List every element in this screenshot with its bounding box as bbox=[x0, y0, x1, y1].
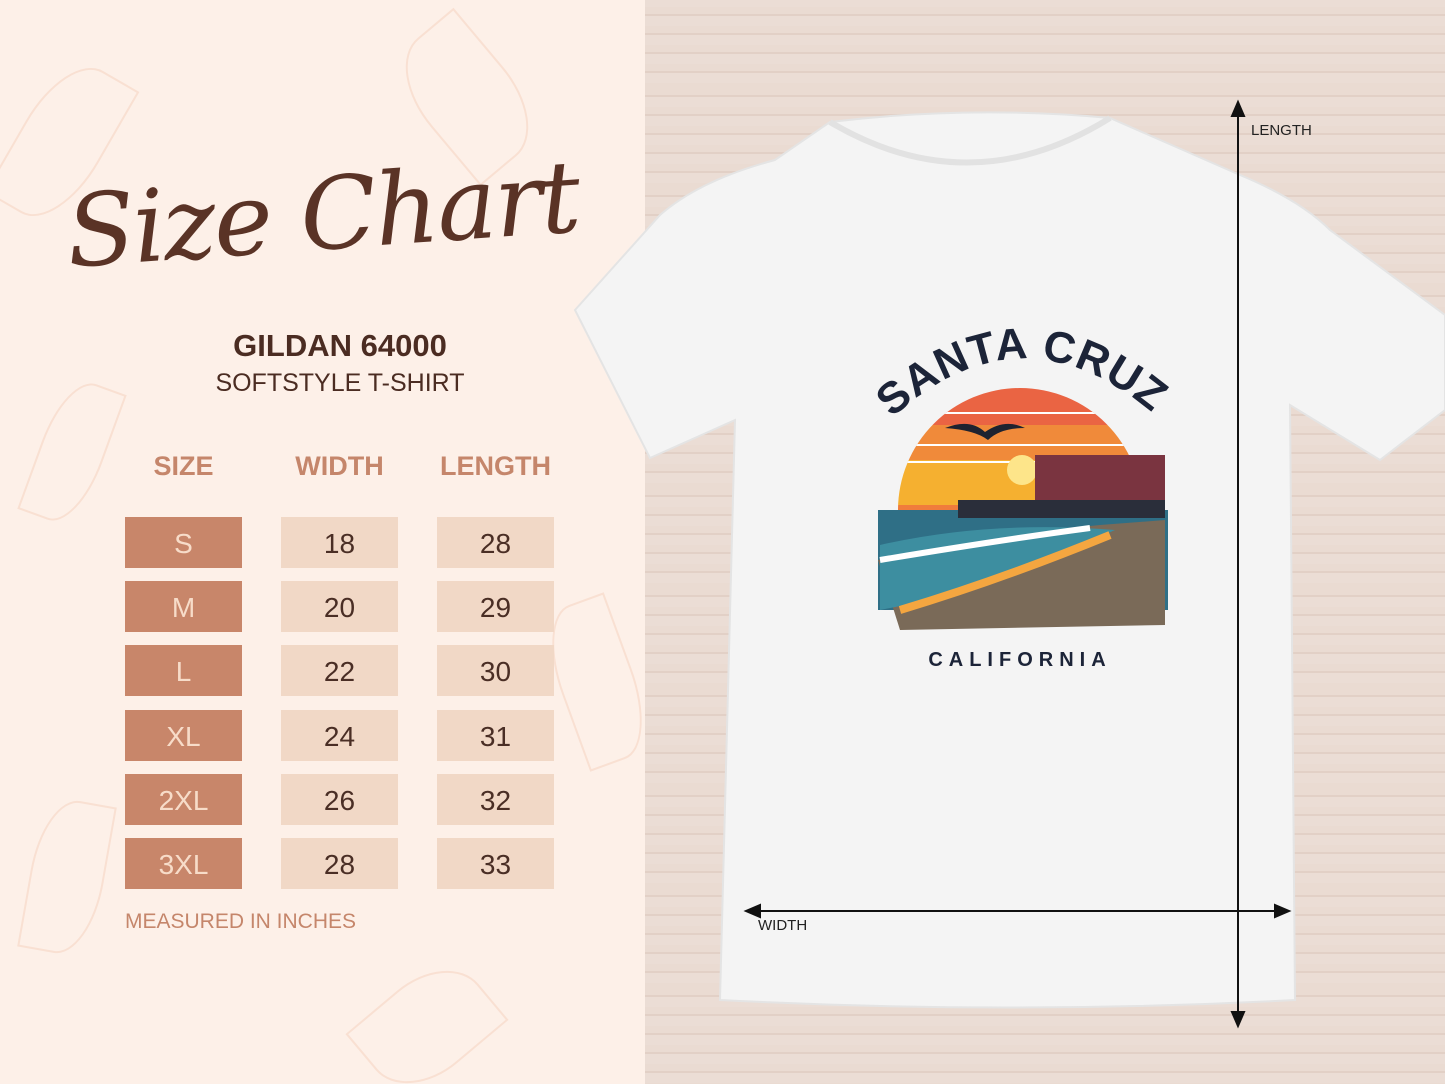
cell-width: 24 bbox=[281, 709, 398, 761]
cell-width: 28 bbox=[281, 838, 398, 889]
cell-size: S bbox=[125, 517, 242, 568]
cell-length: 31 bbox=[437, 709, 554, 761]
cell-length: 29 bbox=[437, 581, 554, 633]
length-arrow bbox=[1230, 99, 1246, 1029]
cell-width: 26 bbox=[281, 773, 398, 825]
cell-size: L bbox=[125, 645, 242, 697]
width-arrow bbox=[743, 903, 1292, 919]
length-label: LENGTH bbox=[1251, 122, 1312, 139]
column-header-size: SIZE bbox=[153, 451, 214, 481]
product-brand: GILDAN 64000 bbox=[233, 328, 447, 363]
cell-size: M bbox=[125, 581, 242, 633]
width-label: WIDTH bbox=[758, 917, 808, 934]
cell-size: 3XL bbox=[125, 838, 242, 889]
cell-width: 22 bbox=[281, 645, 398, 697]
print-subline: CALIFORNIA bbox=[928, 649, 1111, 671]
cell-length: 28 bbox=[437, 517, 554, 568]
cell-length: 30 bbox=[437, 645, 554, 697]
cell-size: 2XL bbox=[125, 773, 242, 825]
cell-size: XL bbox=[125, 709, 242, 761]
column-header-width: WIDTH bbox=[295, 451, 384, 481]
size-chart-panel: Size Chart GILDAN 64000 SOFTSTYLE T-SHIR… bbox=[0, 0, 645, 1084]
units-note: MEASURED IN INCHES bbox=[125, 910, 357, 933]
cell-length: 33 bbox=[437, 838, 554, 889]
product-style: SOFTSTYLE T-SHIRT bbox=[215, 369, 465, 397]
cell-length: 32 bbox=[437, 773, 554, 825]
column-header-length: LENGTH bbox=[440, 451, 551, 481]
cell-width: 18 bbox=[281, 517, 398, 568]
cell-width: 20 bbox=[281, 581, 398, 633]
